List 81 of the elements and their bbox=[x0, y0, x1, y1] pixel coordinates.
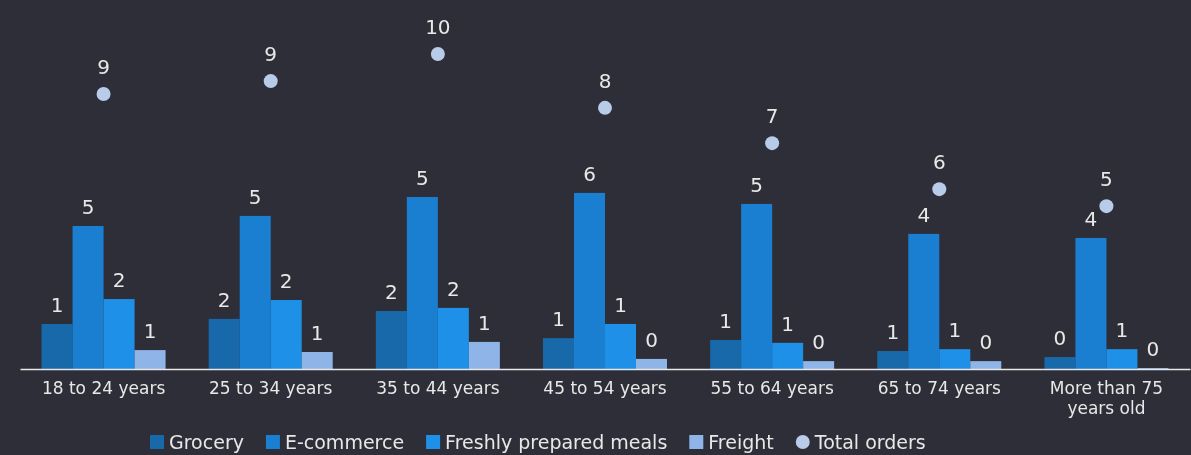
legend-label: Freight bbox=[708, 431, 774, 453]
data-label: 10 bbox=[425, 15, 451, 39]
bar bbox=[710, 340, 742, 369]
point bbox=[263, 74, 278, 89]
legend-label: Freshly prepared meals bbox=[445, 431, 668, 453]
bar bbox=[103, 299, 135, 369]
point bbox=[932, 182, 947, 197]
bar bbox=[803, 361, 835, 369]
data-label: 9 bbox=[97, 55, 110, 79]
point bbox=[1099, 199, 1114, 214]
data-label: 1 bbox=[50, 292, 64, 317]
x-tick-label: 25 to 34 years bbox=[209, 378, 333, 399]
data-label: 7 bbox=[765, 104, 779, 129]
legend-label: E-commerce bbox=[284, 431, 405, 453]
bar bbox=[1044, 357, 1076, 369]
data-label: 2 bbox=[112, 268, 126, 293]
point bbox=[765, 136, 780, 151]
data-label: 8 bbox=[598, 68, 612, 93]
data-label: 0 bbox=[1053, 326, 1067, 351]
bar bbox=[877, 351, 909, 369]
data-label: 0 bbox=[645, 327, 658, 352]
bar bbox=[301, 351, 333, 369]
x-tick-label: 55 to 64 years bbox=[710, 378, 834, 399]
data-label: 1 bbox=[1115, 318, 1129, 343]
data-label: 2 bbox=[217, 287, 231, 312]
data-label: 5 bbox=[1100, 167, 1113, 192]
data-label: 5 bbox=[248, 184, 262, 209]
bar bbox=[574, 192, 605, 369]
legend-label: Grocery bbox=[169, 431, 244, 453]
data-label: 5 bbox=[750, 172, 764, 197]
bar bbox=[72, 225, 104, 369]
data-label: 4 bbox=[917, 202, 931, 227]
bar bbox=[772, 342, 804, 369]
bar bbox=[1075, 237, 1107, 369]
bar bbox=[468, 341, 500, 369]
data-label: 2 bbox=[446, 276, 460, 301]
data-label: 1 bbox=[719, 309, 733, 334]
bar bbox=[543, 338, 574, 369]
bar bbox=[605, 323, 636, 369]
data-label: 9 bbox=[264, 42, 278, 67]
data-label: 6 bbox=[583, 161, 596, 186]
data-label: 6 bbox=[932, 150, 946, 175]
data-label: 1 bbox=[310, 320, 324, 345]
point bbox=[96, 87, 111, 102]
data-label: 2 bbox=[279, 269, 293, 294]
x-tick-label: 65 to 74 years bbox=[877, 378, 1002, 399]
bar bbox=[741, 203, 773, 369]
bar bbox=[270, 300, 302, 369]
data-label: 5 bbox=[415, 166, 429, 191]
bar bbox=[239, 215, 271, 369]
x-tick-label: 35 to 44 years bbox=[376, 378, 500, 399]
bar bbox=[437, 307, 469, 369]
data-label: 0 bbox=[979, 330, 993, 355]
data-label: 4 bbox=[1084, 206, 1098, 231]
bar bbox=[208, 318, 240, 369]
bar bbox=[406, 197, 438, 369]
bar bbox=[939, 349, 971, 369]
data-label: 0 bbox=[812, 330, 826, 355]
data-label: 1 bbox=[552, 307, 565, 332]
data-label: 5 bbox=[81, 194, 95, 219]
data-label: 1 bbox=[781, 311, 795, 336]
x-tick-label: 18 to 24 years bbox=[41, 378, 166, 399]
data-label: 1 bbox=[614, 292, 627, 317]
x-tick-label: More than 75 years old bbox=[1049, 378, 1164, 418]
data-label: 1 bbox=[948, 318, 962, 343]
legend-label: Total orders bbox=[813, 431, 926, 453]
bar bbox=[375, 311, 407, 369]
data-label: 0 bbox=[1146, 337, 1160, 362]
bar bbox=[41, 323, 73, 369]
point bbox=[430, 47, 445, 61]
data-label: 1 bbox=[886, 320, 900, 345]
x-tick-label: 45 to 54 years bbox=[543, 378, 667, 399]
bar bbox=[1106, 349, 1138, 369]
data-label: 2 bbox=[384, 280, 398, 305]
bar bbox=[134, 350, 166, 369]
bar bbox=[908, 233, 940, 369]
bar bbox=[970, 361, 1002, 369]
point bbox=[598, 100, 612, 115]
bar bbox=[636, 358, 667, 369]
data-label: 1 bbox=[477, 310, 491, 335]
data-label: 1 bbox=[143, 319, 157, 344]
